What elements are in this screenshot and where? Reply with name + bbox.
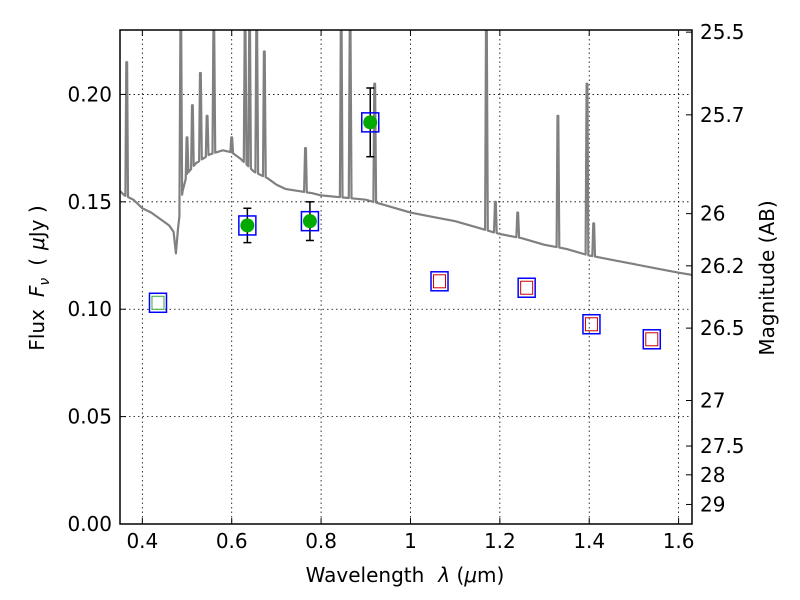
spectrum-line xyxy=(120,30,692,276)
upper-limit-box xyxy=(645,332,659,347)
markers-layer xyxy=(148,87,662,350)
observed-marker xyxy=(302,214,317,229)
y2-tick-label: 27 xyxy=(700,389,725,413)
y-tick-label: 0.10 xyxy=(67,297,112,321)
y-tick-label: 0.15 xyxy=(67,190,112,214)
model-box xyxy=(361,112,380,133)
x-tick-label: 1.6 xyxy=(663,529,695,553)
upper-limit-box xyxy=(433,274,447,289)
model-box xyxy=(238,215,257,236)
y2-tick-label: 25.7 xyxy=(700,103,745,127)
x-tick-label: 1.4 xyxy=(573,529,605,553)
upper-limit-box xyxy=(520,280,534,295)
model-box xyxy=(300,210,320,232)
y-tick-label: 0.05 xyxy=(67,405,112,429)
y2-tick-label: 29 xyxy=(700,492,725,516)
model-box xyxy=(582,314,601,335)
x-tick-label: 1 xyxy=(404,529,417,553)
y2-axis-label: Magnitude (AB) xyxy=(755,200,779,355)
y2-tick-label: 27.5 xyxy=(700,434,745,458)
y2-tick-label: 25.5 xyxy=(700,20,745,44)
y2-tick-label: 28 xyxy=(700,463,725,487)
plot-frame xyxy=(119,29,693,525)
spectrum-layer xyxy=(120,30,692,276)
model-box xyxy=(517,277,536,298)
y-tick-label: 0.20 xyxy=(67,82,112,106)
y2-tick-label: 26.5 xyxy=(700,316,745,340)
x-tick-label: 1.2 xyxy=(484,529,516,553)
model-box xyxy=(642,329,662,350)
grid xyxy=(120,30,692,525)
model-box xyxy=(148,292,168,314)
y-axis-label: FluxFν(μJy ) xyxy=(25,205,53,350)
y-tick-label: 0.00 xyxy=(67,512,112,536)
upper-limit-box xyxy=(584,317,598,332)
y2-tick-label: 26 xyxy=(700,202,725,226)
y2-tick-label: 26.2 xyxy=(700,254,745,278)
ticks-layer: 0.4 0.6 0.8 1 1.2 1.4 1.6 0.00 0.05 0.10 0.15 0.20 2… xyxy=(67,20,744,553)
observed-marker xyxy=(240,218,255,233)
model-box xyxy=(430,271,449,292)
x-axis-label: Wavelength λ (μm) xyxy=(306,563,505,587)
observed-marker xyxy=(363,115,378,130)
upper-limit-box xyxy=(151,295,165,310)
x-tick-label: 0.4 xyxy=(126,529,158,553)
x-tick-label: 0.6 xyxy=(216,529,248,553)
x-tick-label: 0.8 xyxy=(305,529,337,553)
